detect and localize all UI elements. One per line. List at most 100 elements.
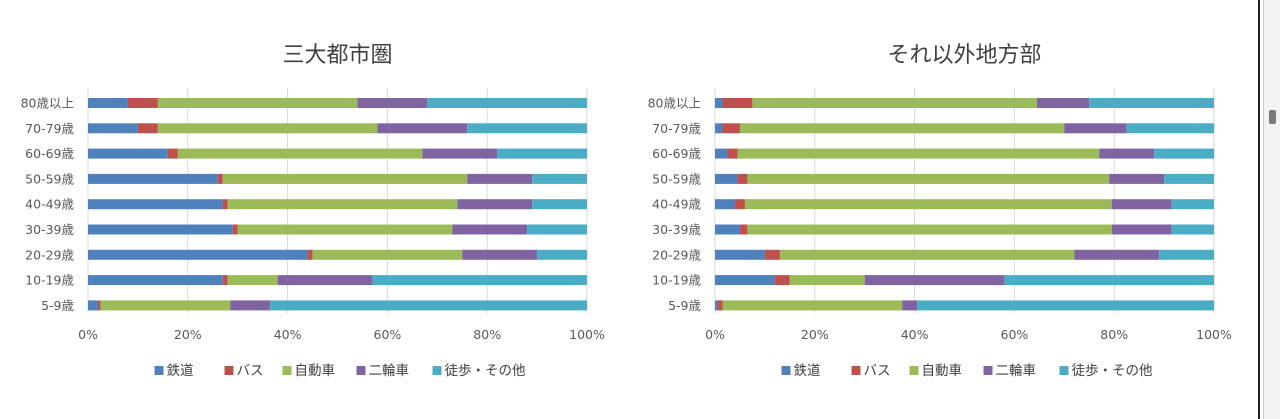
bar-segment <box>88 148 168 159</box>
legend-entry: バス <box>237 363 264 379</box>
x-tick-label: 40% <box>274 327 302 342</box>
vertical-scrollbar[interactable] <box>1263 0 1280 419</box>
bar-segment <box>789 275 865 286</box>
bar-segment <box>307 249 313 260</box>
bar-segment <box>779 249 1075 260</box>
y-category-label: 5-9歳 <box>668 298 701 313</box>
bar-segment <box>715 275 775 286</box>
legend-swatch <box>983 366 993 375</box>
legend-entry: 鉄道 <box>167 363 194 379</box>
bar-segment <box>715 224 740 235</box>
bar-segment <box>864 275 1005 286</box>
bar-segment <box>917 300 1214 311</box>
x-tick-label: 20% <box>801 327 829 342</box>
bar-segment <box>715 199 735 210</box>
bar-segment <box>88 98 128 108</box>
bar-segment <box>88 275 223 286</box>
chart-title: 三大都市圏 <box>282 43 392 68</box>
bar-segment <box>217 173 223 184</box>
bar-segment <box>222 199 228 210</box>
bar-segment <box>1004 275 1214 286</box>
bar-segment <box>727 148 738 159</box>
bar-segment <box>97 300 101 311</box>
bar-segment <box>357 98 428 108</box>
legend-entry: 二輪車 <box>996 362 1037 379</box>
bar-segment <box>1126 123 1214 134</box>
y-category-label: 60-69歳 <box>652 146 701 161</box>
bar-segment <box>452 224 528 235</box>
legend-swatch <box>781 366 791 375</box>
bar-segment <box>127 98 158 108</box>
bar-segment <box>222 173 468 184</box>
bar-segment <box>377 123 468 134</box>
bar-segment <box>532 173 587 184</box>
bar-segment <box>88 300 98 311</box>
chart-rural: それ以外地方部 0% 20% 40% 60% 80% 100% 80歳以上 70-79歳 60-6… <box>648 43 1232 379</box>
bar-segment <box>527 224 587 235</box>
x-tick-label: 80% <box>1100 327 1128 342</box>
x-tick-label: 100% <box>1196 327 1232 342</box>
bar-segment <box>1036 98 1090 108</box>
chart-title: それ以外地方部 <box>887 43 1041 68</box>
bar-segment <box>270 300 587 311</box>
legend-entry: バス <box>864 363 891 379</box>
x-tick-label: 80% <box>473 327 501 342</box>
bar-segment <box>422 148 498 159</box>
bar-segment <box>312 249 463 260</box>
y-category-label: 70-79歳 <box>652 121 701 136</box>
x-tick-label: 60% <box>1001 327 1029 342</box>
bar-segment <box>1111 199 1172 210</box>
bar-segment <box>752 98 1037 108</box>
bar-segment <box>715 123 723 134</box>
scrollbar-thumb[interactable] <box>1269 110 1276 124</box>
legend-swatch <box>1059 366 1069 375</box>
bar-segment <box>237 224 453 235</box>
bar-segment <box>764 249 780 260</box>
bar-segment <box>277 275 373 286</box>
bar-segment <box>722 300 903 311</box>
legend-entry: 鉄道 <box>794 363 821 379</box>
y-category-label: 30-39歳 <box>652 222 701 237</box>
bar-segment <box>1111 224 1172 235</box>
y-category-label: 60-69歳 <box>25 146 74 161</box>
bar-segment <box>722 98 753 108</box>
bar-segment <box>88 199 223 210</box>
legend-entry: 徒歩・その他 <box>445 363 526 379</box>
bar-segment <box>715 173 738 184</box>
bar-segment <box>88 173 218 184</box>
bar-segment <box>747 224 1112 235</box>
bar-segment <box>774 275 790 286</box>
legend-swatch <box>224 366 234 375</box>
legend-swatch <box>909 366 919 375</box>
x-tick-label: 20% <box>174 327 202 342</box>
y-category-label: 10-19歳 <box>25 273 74 288</box>
bar-segment <box>157 98 358 108</box>
x-tick-label: 0% <box>705 327 725 342</box>
legend-swatch <box>154 366 164 375</box>
bar-segment <box>88 249 308 260</box>
legend-swatch <box>282 366 292 375</box>
legend-entry: 自動車 <box>922 363 963 379</box>
bar-segment <box>372 275 587 286</box>
bar-segment <box>1089 98 1214 108</box>
legend-swatch <box>851 366 861 375</box>
bar-segment <box>232 224 238 235</box>
bar-segment <box>467 173 533 184</box>
bar-segment <box>1159 249 1214 260</box>
bar-segment <box>715 148 728 159</box>
bar-segment <box>1064 123 1127 134</box>
y-category-label: 30-39歳 <box>25 222 74 237</box>
bar-segment <box>167 148 178 159</box>
bar-segment <box>717 300 723 311</box>
y-category-label: 20-29歳 <box>25 247 74 262</box>
bar-segment <box>737 148 1100 159</box>
bar-segment <box>715 249 765 260</box>
bar-segment <box>230 300 271 311</box>
y-category-label: 80歳以上 <box>21 96 74 111</box>
y-category-label: 10-19歳 <box>652 273 701 288</box>
bar-segment <box>1171 224 1214 235</box>
bar-segment <box>427 98 587 108</box>
y-category-label: 50-59歳 <box>652 171 701 186</box>
legend-entry: 二輪車 <box>369 362 410 379</box>
bar-segment <box>715 300 718 311</box>
